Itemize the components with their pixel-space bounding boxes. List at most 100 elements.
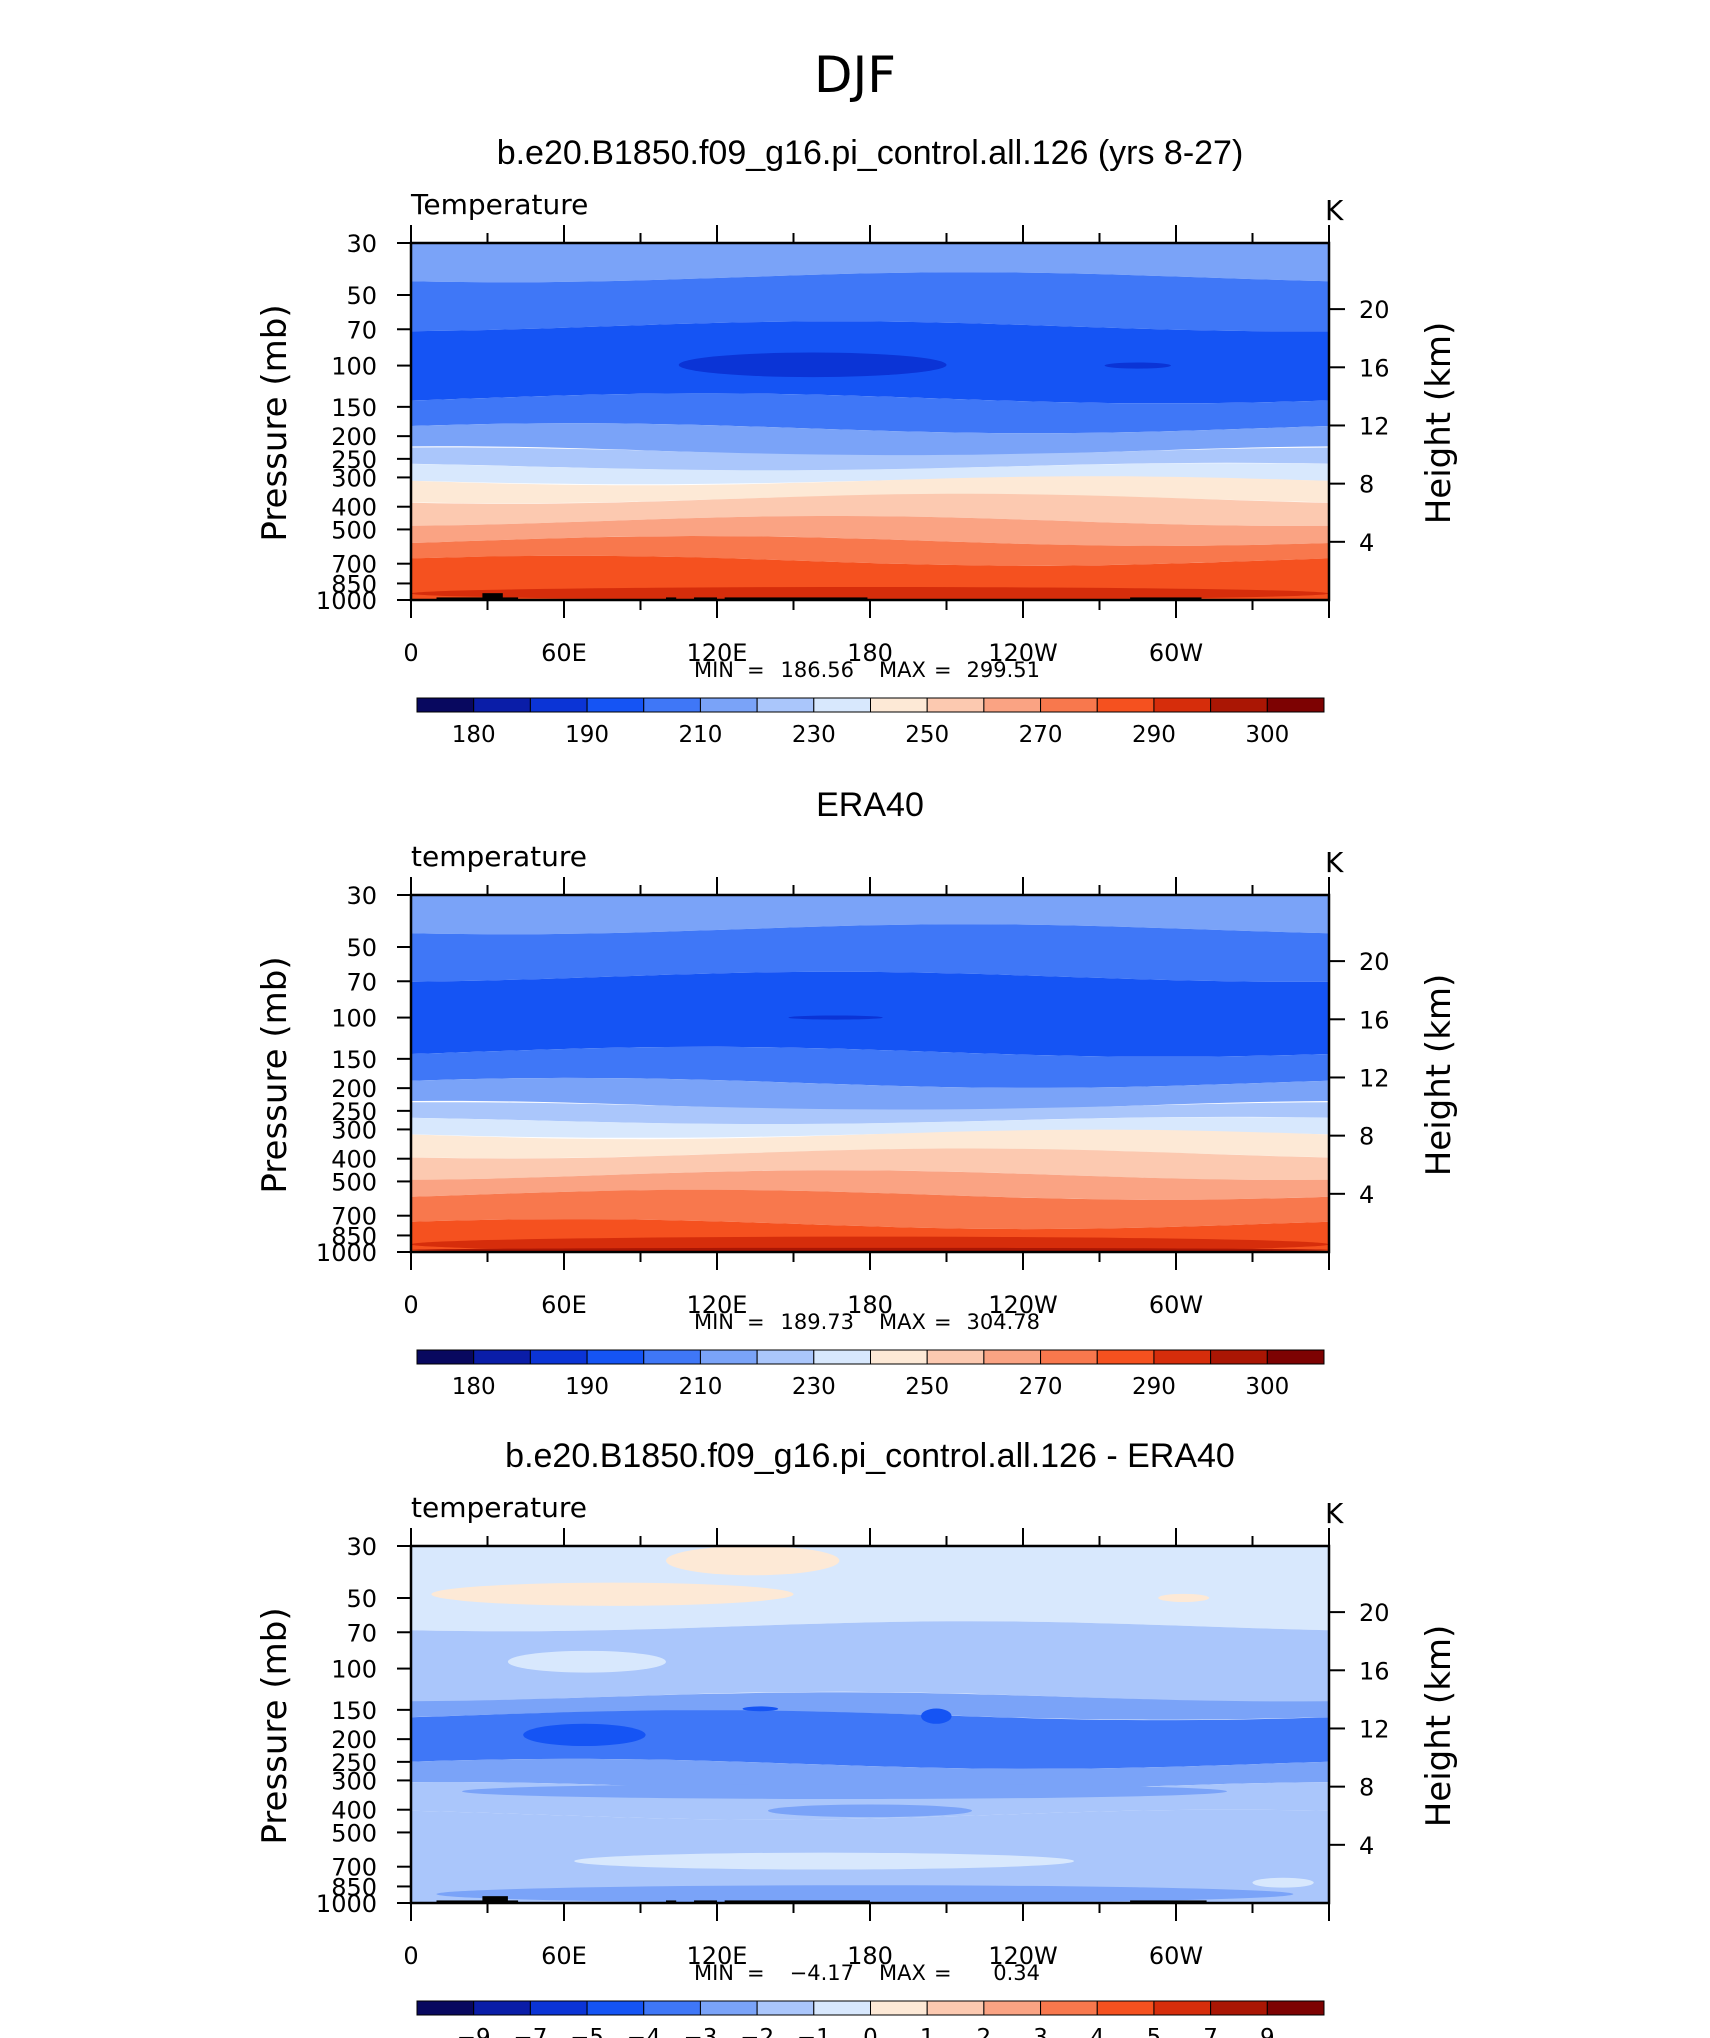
x-tick-label: 60E bbox=[541, 1942, 587, 1970]
colorbar-label: 3 bbox=[1033, 2025, 1048, 2038]
colorbar-swatch bbox=[699, 2000, 758, 2016]
colorbar-swatch bbox=[1153, 697, 1212, 713]
colorbar-label: 9 bbox=[1260, 2025, 1275, 2038]
y-tick-label: 1000 bbox=[316, 587, 377, 615]
colorbar-label: 270 bbox=[1019, 1374, 1063, 1400]
variable-label: temperature bbox=[411, 1491, 587, 1524]
panel-1: 0 60E 120E 180 120W 60W3050701001502002503004… bbox=[255, 134, 1459, 748]
colorbar-label: 210 bbox=[678, 1374, 722, 1400]
y-tick-label: 700 bbox=[331, 1203, 377, 1231]
panel-2: 0 60E 120E 180 120W 60W3050701001502002503004… bbox=[255, 786, 1459, 1400]
x-tick-label: 0 bbox=[403, 639, 418, 667]
colorbar-label: 0 bbox=[863, 2025, 878, 2038]
colorbar-swatch bbox=[1040, 2000, 1098, 2016]
contour-patch bbox=[523, 1723, 646, 1747]
plot-area bbox=[411, 1546, 1329, 1903]
max-label: MAX bbox=[879, 658, 926, 682]
min-value: 189.73 bbox=[781, 1310, 854, 1334]
colorbar-swatch bbox=[926, 1349, 985, 1365]
x-tick-label: 180 bbox=[847, 1942, 893, 1970]
colorbar-label: 270 bbox=[1019, 722, 1063, 748]
y-tick-label: 200 bbox=[331, 1726, 377, 1754]
panel-3: 0 60E 120E 180 120W 60W3050701001502002503004… bbox=[255, 1437, 1459, 2038]
colorbar-label: 230 bbox=[792, 722, 836, 748]
colorbar-label: −4 bbox=[627, 2025, 661, 2038]
y-tick-label: 30 bbox=[346, 882, 377, 910]
max-equals: = bbox=[934, 1310, 952, 1334]
contour-patch bbox=[768, 1804, 972, 1818]
contour-band bbox=[411, 1148, 1329, 1181]
contour-band bbox=[411, 393, 1329, 434]
colorbar-label: 250 bbox=[905, 722, 949, 748]
contour-band bbox=[411, 463, 1329, 485]
x-tick-label: 60W bbox=[1149, 1291, 1203, 1319]
y-tick-label: 100 bbox=[331, 1005, 377, 1033]
x-tick-label: 60E bbox=[541, 639, 587, 667]
colorbar-swatch bbox=[1096, 1349, 1155, 1365]
y-axis-label: Pressure (mb) bbox=[255, 956, 295, 1193]
contour-band bbox=[411, 1692, 1329, 1720]
colorbar-swatch bbox=[586, 1349, 645, 1365]
colorbar-swatch bbox=[529, 2000, 588, 2016]
colorbar-swatch bbox=[1096, 2000, 1155, 2016]
min-value: 186.56 bbox=[781, 658, 854, 682]
colorbar-swatch bbox=[699, 697, 758, 713]
colorbar-swatch bbox=[473, 1349, 531, 1365]
y-tick-label: 200 bbox=[331, 1075, 377, 1103]
height-tick-label: 20 bbox=[1359, 948, 1390, 976]
contour-band bbox=[411, 971, 1329, 1057]
colorbar-label: 230 bbox=[792, 1374, 836, 1400]
min-equals: = bbox=[747, 658, 765, 682]
colorbar-swatch bbox=[473, 2000, 531, 2016]
max-equals: = bbox=[934, 1961, 952, 1985]
y-tick-label: 50 bbox=[346, 282, 377, 310]
height-tick-label: 20 bbox=[1359, 1599, 1390, 1627]
min-equals: = bbox=[747, 1961, 765, 1985]
land-mask bbox=[436, 597, 519, 600]
y-tick-label: 150 bbox=[331, 1046, 377, 1074]
land-mask bbox=[482, 593, 503, 600]
colorbar-swatch bbox=[1210, 697, 1268, 713]
height-tick-label: 8 bbox=[1359, 1774, 1374, 1802]
units-label: K bbox=[1325, 194, 1344, 227]
max-label: MAX bbox=[879, 1961, 926, 1985]
colorbar-swatch bbox=[416, 1349, 475, 1365]
contour-patch bbox=[431, 1582, 794, 1606]
colorbar-label: 2 bbox=[977, 2025, 992, 2038]
colorbar-swatch bbox=[643, 1349, 701, 1365]
colorbar-label: −9 bbox=[457, 2025, 491, 2038]
colorbar-swatch bbox=[983, 697, 1042, 713]
contour-patch bbox=[411, 586, 1329, 600]
contour-band bbox=[411, 924, 1329, 982]
colorbar-label: 5 bbox=[1147, 2025, 1162, 2038]
colorbar-swatch bbox=[643, 697, 701, 713]
y-tick-label: 70 bbox=[346, 968, 377, 996]
contour-band bbox=[411, 1102, 1329, 1125]
x-tick-label: 180 bbox=[847, 1291, 893, 1319]
y-tick-label: 500 bbox=[331, 1819, 377, 1847]
height-tick-label: 12 bbox=[1359, 1064, 1390, 1092]
height-tick-label: 12 bbox=[1359, 1715, 1390, 1743]
variable-label: temperature bbox=[411, 840, 587, 873]
y-tick-label: 250 bbox=[331, 1749, 377, 1777]
contour-patch bbox=[678, 352, 947, 378]
colorbar-label: 1 bbox=[920, 2025, 935, 2038]
contour-patch bbox=[921, 1708, 952, 1724]
colorbar-swatch bbox=[926, 2000, 985, 2016]
colorbar-swatch bbox=[813, 697, 871, 713]
y-tick-label: 100 bbox=[331, 353, 377, 381]
plot-area bbox=[411, 243, 1329, 600]
y-tick-label: 30 bbox=[346, 230, 377, 258]
contour-band bbox=[411, 536, 1329, 566]
land-mask bbox=[482, 1896, 508, 1903]
colorbar-swatch bbox=[1096, 697, 1155, 713]
land-mask bbox=[694, 1900, 717, 1903]
y-tick-label: 400 bbox=[331, 494, 377, 522]
height-tick-label: 16 bbox=[1359, 1657, 1390, 1685]
land-mask bbox=[1130, 1900, 1207, 1903]
contour-band bbox=[411, 1129, 1329, 1159]
height-tick-label: 16 bbox=[1359, 1006, 1390, 1034]
y-tick-label: 30 bbox=[346, 1533, 377, 1561]
contour-band bbox=[411, 447, 1329, 471]
y-tick-label: 70 bbox=[346, 1619, 377, 1647]
